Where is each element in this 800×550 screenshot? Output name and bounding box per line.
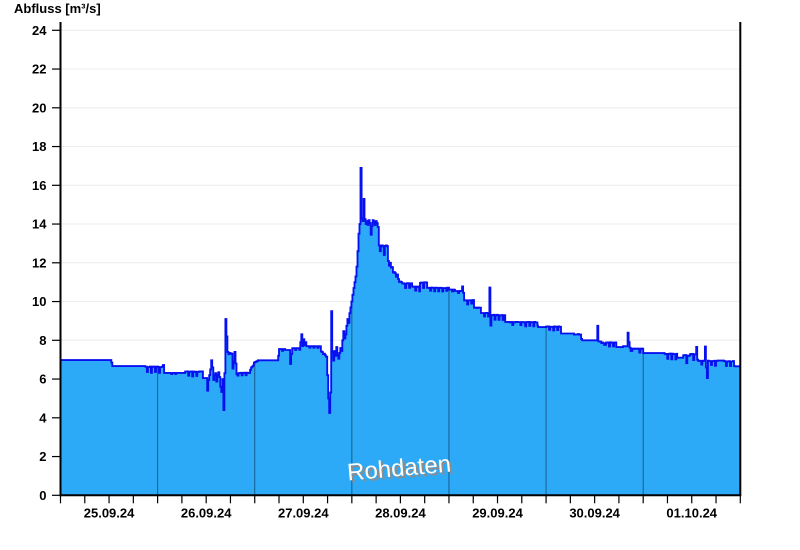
svg-text:25.09.24: 25.09.24	[84, 506, 135, 521]
svg-text:28.09.24: 28.09.24	[375, 506, 426, 521]
svg-text:24: 24	[32, 23, 47, 38]
svg-text:2: 2	[39, 449, 46, 464]
svg-text:18: 18	[32, 139, 46, 154]
svg-text:6: 6	[39, 372, 46, 387]
svg-text:30.09.24: 30.09.24	[569, 506, 620, 521]
svg-text:Abfluss [m³/s]: Abfluss [m³/s]	[14, 1, 101, 16]
svg-text:20: 20	[32, 100, 46, 115]
svg-text:27.09.24: 27.09.24	[278, 506, 329, 521]
svg-text:01.10.24: 01.10.24	[666, 506, 717, 521]
svg-text:8: 8	[39, 333, 46, 348]
svg-text:29.09.24: 29.09.24	[472, 506, 523, 521]
svg-text:26.09.24: 26.09.24	[181, 506, 232, 521]
svg-text:14: 14	[32, 217, 47, 232]
svg-text:22: 22	[32, 62, 46, 77]
svg-text:16: 16	[32, 178, 46, 193]
svg-text:12: 12	[32, 255, 46, 270]
svg-text:4: 4	[39, 410, 47, 425]
svg-text:10: 10	[32, 294, 46, 309]
svg-text:0: 0	[39, 488, 46, 503]
